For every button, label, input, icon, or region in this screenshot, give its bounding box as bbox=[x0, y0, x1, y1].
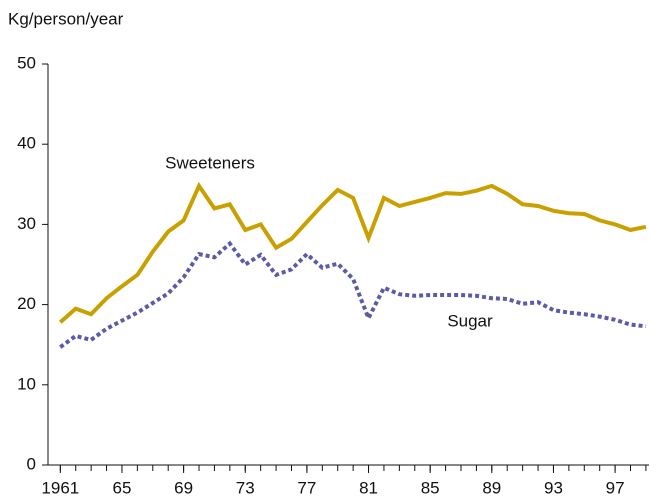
x-tick-label: 69 bbox=[174, 478, 193, 497]
y-tick-label: 20 bbox=[17, 294, 36, 313]
y-tick-label: 10 bbox=[17, 374, 36, 393]
series-line bbox=[59, 240, 647, 349]
x-tick-label: 73 bbox=[236, 478, 255, 497]
x-tick-label: 81 bbox=[359, 478, 378, 497]
series-line bbox=[58, 181, 647, 324]
x-tick-label: 97 bbox=[606, 478, 625, 497]
x-tick-label: 77 bbox=[297, 478, 316, 497]
y-tick-label: 50 bbox=[17, 53, 36, 72]
series-label: Sugar bbox=[447, 311, 493, 330]
y-tick-label: 40 bbox=[17, 134, 36, 153]
series-label: Sweeteners bbox=[165, 153, 255, 172]
x-tick-label: 1961 bbox=[41, 478, 79, 497]
y-tick-label: 30 bbox=[17, 214, 36, 233]
y-axis-label: Kg/person/year bbox=[8, 9, 124, 28]
x-tick-label: 65 bbox=[113, 478, 132, 497]
x-tick-label: 93 bbox=[544, 478, 563, 497]
y-tick-label: 0 bbox=[27, 454, 36, 473]
x-tick-label: 85 bbox=[421, 478, 440, 497]
x-tick-label: 89 bbox=[482, 478, 501, 497]
